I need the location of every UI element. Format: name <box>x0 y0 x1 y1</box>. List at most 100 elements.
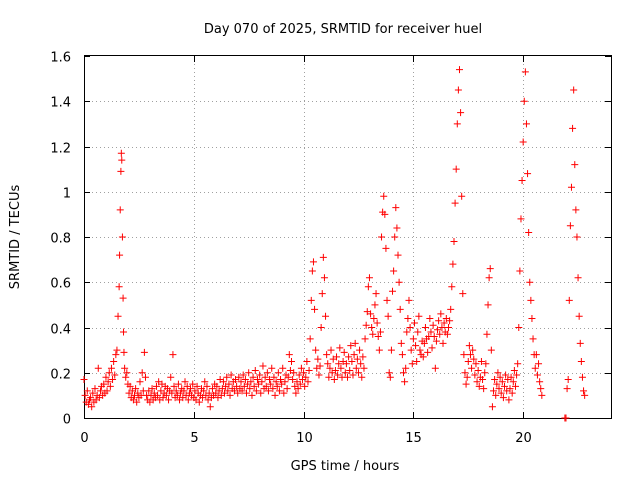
data-point <box>387 346 395 354</box>
data-point <box>105 369 113 377</box>
x-tick-label: 5 <box>190 431 198 446</box>
data-point <box>201 378 209 386</box>
data-point <box>361 335 369 343</box>
data-point <box>537 385 545 393</box>
data-point <box>272 378 280 386</box>
data-series-srmtid <box>80 66 589 422</box>
data-point <box>277 376 285 384</box>
data-point <box>359 353 367 361</box>
data-point <box>121 364 129 372</box>
data-point <box>205 389 213 397</box>
data-point <box>193 382 201 390</box>
data-point <box>306 335 314 343</box>
data-point <box>498 378 506 386</box>
data-point <box>416 346 424 354</box>
data-point <box>330 376 338 384</box>
data-point <box>248 391 256 399</box>
data-point <box>475 382 483 390</box>
data-point <box>393 224 401 232</box>
data-point <box>352 364 360 372</box>
data-point <box>203 382 211 390</box>
data-point <box>436 330 444 338</box>
data-point <box>141 373 149 381</box>
data-point <box>578 373 586 381</box>
data-point <box>274 369 282 377</box>
data-point <box>511 382 519 390</box>
data-point <box>406 324 414 331</box>
data-point <box>326 364 334 372</box>
data-point <box>172 387 180 395</box>
data-point <box>307 296 315 304</box>
data-point <box>115 283 123 291</box>
data-point <box>367 310 375 318</box>
data-point <box>536 378 544 386</box>
data-point <box>443 330 451 338</box>
data-point <box>465 342 473 350</box>
data-point <box>168 389 176 397</box>
data-point <box>449 260 457 268</box>
data-point <box>273 382 281 390</box>
data-point <box>566 222 574 230</box>
data-point <box>154 391 162 399</box>
data-point <box>384 312 392 320</box>
data-point <box>208 385 216 393</box>
data-point <box>368 324 376 331</box>
data-point <box>300 369 308 377</box>
data-point <box>295 371 303 379</box>
data-point <box>370 314 378 322</box>
data-point <box>458 192 466 200</box>
data-point <box>109 376 117 384</box>
x-tick-label: 0 <box>80 431 88 446</box>
data-point <box>119 294 127 302</box>
data-point <box>567 183 575 191</box>
data-point <box>302 373 310 381</box>
data-point <box>88 403 96 411</box>
data-point <box>245 369 253 377</box>
data-point <box>227 371 235 379</box>
data-point <box>371 301 379 309</box>
data-point <box>459 290 467 298</box>
y-tick-label: 0.6 <box>50 277 71 292</box>
x-axis-title: GPS time / hours <box>291 459 400 474</box>
data-point <box>358 373 366 381</box>
data-point <box>118 233 126 241</box>
data-point <box>280 389 288 397</box>
x-tick-label: 10 <box>296 431 313 446</box>
data-point <box>319 253 327 261</box>
data-point <box>94 364 102 372</box>
data-point <box>403 328 411 336</box>
data-point <box>297 364 305 372</box>
data-point <box>375 346 383 354</box>
data-point <box>576 339 584 347</box>
data-point <box>470 355 478 363</box>
data-point <box>571 161 579 169</box>
data-point <box>432 337 440 345</box>
data-point <box>258 378 266 386</box>
data-point <box>564 376 572 384</box>
data-point <box>438 324 446 331</box>
y-tick-label: 1.2 <box>50 142 71 157</box>
data-point <box>421 324 429 331</box>
data-point <box>397 339 405 347</box>
data-point <box>283 385 291 393</box>
data-point <box>481 369 489 377</box>
data-point <box>524 170 532 178</box>
data-point <box>81 391 89 399</box>
data-point <box>409 335 417 343</box>
data-point <box>477 357 485 365</box>
data-point <box>165 396 173 404</box>
data-point <box>132 385 140 393</box>
data-point <box>223 373 231 381</box>
data-point <box>499 394 507 402</box>
data-point <box>463 373 471 381</box>
data-point <box>407 346 415 354</box>
data-point <box>288 357 296 365</box>
data-point <box>415 312 423 320</box>
data-point <box>373 319 381 327</box>
data-point <box>577 357 585 365</box>
data-point <box>385 369 393 377</box>
data-point <box>494 369 502 377</box>
data-point <box>242 389 250 397</box>
y-tick-label: 0 <box>63 413 71 428</box>
data-point <box>294 385 302 393</box>
